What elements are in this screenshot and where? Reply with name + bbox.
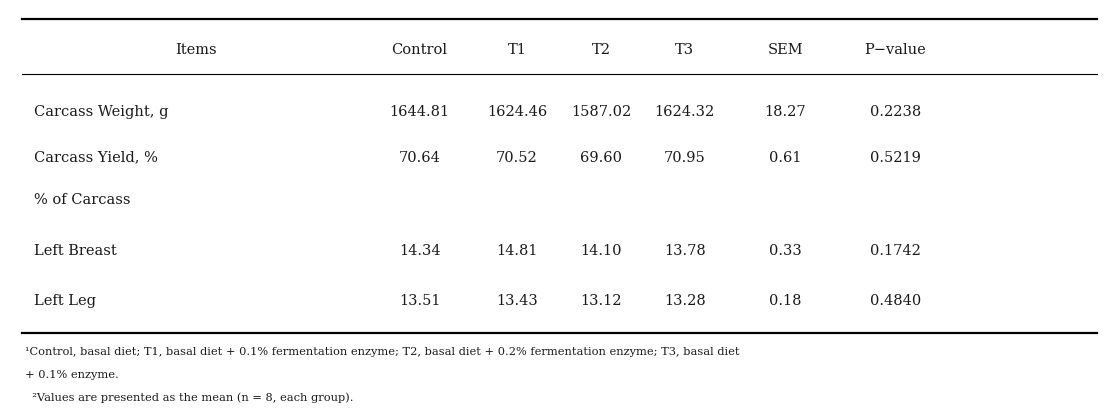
Text: Left Leg: Left Leg xyxy=(34,294,95,308)
Text: SEM: SEM xyxy=(768,43,803,57)
Text: 0.1742: 0.1742 xyxy=(869,244,921,258)
Text: 0.18: 0.18 xyxy=(769,294,802,308)
Text: 13.43: 13.43 xyxy=(496,294,538,308)
Text: + 0.1% enzyme.: + 0.1% enzyme. xyxy=(25,370,119,380)
Text: Left Breast: Left Breast xyxy=(34,244,116,258)
Text: 70.95: 70.95 xyxy=(664,151,706,165)
Text: Control: Control xyxy=(392,43,448,57)
Text: ¹Control, basal diet; T1, basal diet + 0.1% fermentation enzyme; T2, basal diet : ¹Control, basal diet; T1, basal diet + 0… xyxy=(25,347,740,357)
Text: 70.52: 70.52 xyxy=(496,151,538,165)
Text: 0.5219: 0.5219 xyxy=(869,151,921,165)
Text: T2: T2 xyxy=(592,43,610,57)
Text: 14.10: 14.10 xyxy=(580,244,622,258)
Text: 0.2238: 0.2238 xyxy=(869,104,921,119)
Text: T3: T3 xyxy=(675,43,695,57)
Text: 0.4840: 0.4840 xyxy=(869,294,921,308)
Text: 13.78: 13.78 xyxy=(664,244,706,258)
Text: % of Carcass: % of Carcass xyxy=(34,193,130,207)
Text: 18.27: 18.27 xyxy=(764,104,807,119)
Text: Items: Items xyxy=(175,43,217,57)
Text: Carcass Weight, g: Carcass Weight, g xyxy=(34,104,168,119)
Text: 1587.02: 1587.02 xyxy=(571,104,631,119)
Text: 1644.81: 1644.81 xyxy=(389,104,450,119)
Text: 1624.46: 1624.46 xyxy=(487,104,547,119)
Text: T1: T1 xyxy=(508,43,526,57)
Text: P−value: P−value xyxy=(864,43,927,57)
Text: 1624.32: 1624.32 xyxy=(655,104,715,119)
Text: 69.60: 69.60 xyxy=(580,151,622,165)
Text: 13.28: 13.28 xyxy=(664,294,706,308)
Text: 14.81: 14.81 xyxy=(496,244,538,258)
Text: 0.61: 0.61 xyxy=(769,151,802,165)
Text: 0.33: 0.33 xyxy=(769,244,802,258)
Text: 70.64: 70.64 xyxy=(398,151,441,165)
Text: 13.12: 13.12 xyxy=(580,294,622,308)
Text: 14.34: 14.34 xyxy=(398,244,441,258)
Text: ²Values are presented as the mean (n = 8, each group).: ²Values are presented as the mean (n = 8… xyxy=(25,392,354,403)
Text: 13.51: 13.51 xyxy=(398,294,441,308)
Text: Carcass Yield, %: Carcass Yield, % xyxy=(34,151,158,165)
